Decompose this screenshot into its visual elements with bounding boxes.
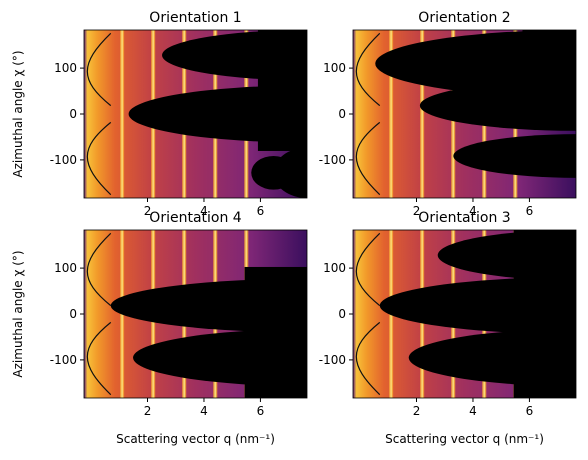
panel: 2 4 6 -100 0 100 Orientation 2 (319, 10, 577, 218)
y-tick-label: 0 (338, 107, 346, 121)
arc (86, 232, 112, 307)
shadow (244, 266, 307, 398)
panel: 2 4 6 -100 0 100 Orientation 3 Scattering vecto… (319, 210, 577, 446)
arc (86, 321, 112, 396)
y-tick-label: -100 (319, 153, 346, 167)
y-tick-label: 100 (54, 261, 77, 275)
x-tick-label: 4 (469, 404, 477, 418)
panel: 2 4 6 -100 0 100 Orientation 1 Azimuthal angle … (11, 10, 308, 218)
arc (355, 121, 381, 196)
panel-title: Orientation 2 (418, 10, 510, 26)
y-axis-label: Azimuthal angle χ (°) (11, 250, 25, 377)
x-tick-label: 2 (144, 204, 152, 218)
y-tick-label: 100 (54, 61, 77, 75)
y-tick-label: -100 (319, 353, 346, 367)
x-tick-label: 4 (200, 404, 208, 418)
x-tick-label: 2 (413, 204, 421, 218)
shadow (453, 134, 576, 178)
x-tick-label: 6 (526, 204, 534, 218)
arc (355, 321, 381, 396)
x-tick-label: 6 (526, 404, 534, 418)
x-tick-label: 2 (413, 404, 421, 418)
shadow (273, 147, 307, 198)
y-tick-label: 0 (69, 307, 77, 321)
y-tick-label: 0 (69, 107, 77, 121)
x-axis-label: Scattering vector q (nm⁻¹) (385, 432, 544, 446)
ring-core (121, 30, 123, 198)
shadow (522, 30, 576, 125)
panel: 2 4 6 -100 0 100 Orientation 4 Azimuthal angle … (11, 210, 308, 446)
y-tick-label: -100 (50, 353, 77, 367)
x-axis-label: Scattering vector q (nm⁻¹) (116, 432, 275, 446)
heatmap (84, 230, 307, 398)
y-tick-label: 100 (323, 61, 346, 75)
y-axis-label: Azimuthal angle χ (°) (11, 50, 25, 177)
x-tick-label: 2 (144, 404, 152, 418)
arc (355, 32, 381, 107)
panel-title: Orientation 3 (418, 210, 510, 226)
shadow (257, 30, 307, 151)
y-tick-label: 100 (323, 261, 346, 275)
panel-title: Orientation 4 (149, 210, 241, 226)
x-tick-label: 4 (200, 204, 208, 218)
heatmap (353, 30, 576, 198)
y-tick-label: 0 (338, 307, 346, 321)
panel-title: Orientation 1 (149, 10, 241, 26)
heatmap (84, 30, 307, 198)
x-tick-label: 4 (469, 204, 477, 218)
heatmap (353, 230, 576, 398)
ring-core (421, 30, 423, 198)
ring-core (390, 30, 392, 198)
x-tick-label: 6 (257, 404, 265, 418)
arc (86, 32, 112, 107)
shadow (513, 230, 576, 398)
arc (355, 232, 381, 307)
x-tick-label: 6 (257, 204, 265, 218)
y-tick-label: -100 (50, 153, 77, 167)
arc (86, 121, 112, 196)
